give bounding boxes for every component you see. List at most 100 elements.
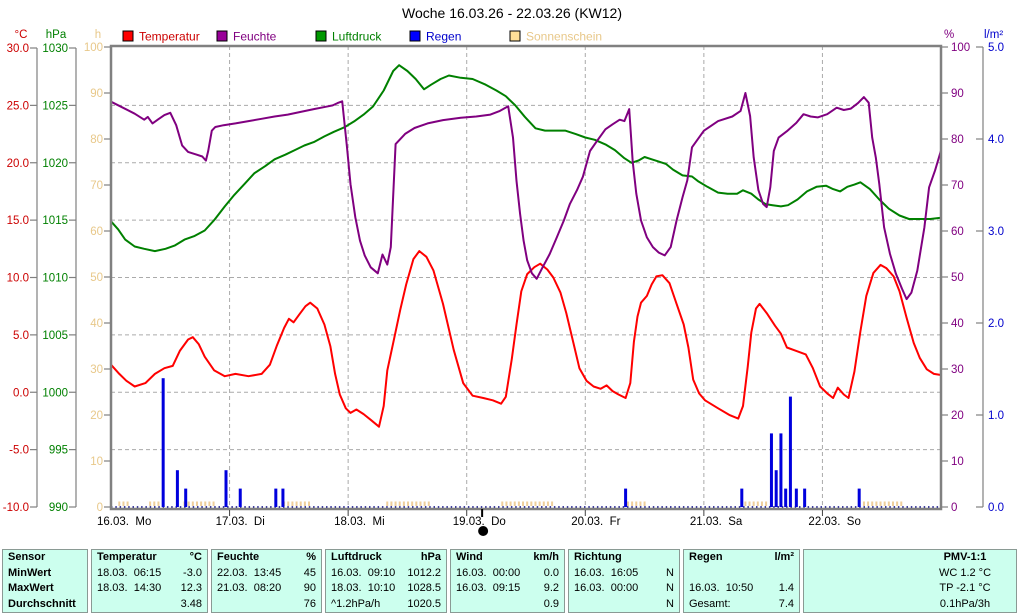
stats-cell-label: 18.03. 10:10 <box>331 582 396 594</box>
svg-text:22.03. So: 22.03. So <box>808 516 860 528</box>
stats-col-header: Wind km/h <box>456 550 559 566</box>
svg-text:20.03. Fr: 20.03. Fr <box>571 516 620 528</box>
stats-cell-value: 1020.5 <box>407 597 441 610</box>
svg-text:19.03. Do: 19.03. Do <box>453 516 506 528</box>
stats-cell-label: ^1.2hPa/h <box>331 597 381 610</box>
svg-text:100: 100 <box>84 42 103 54</box>
svg-text:Feuchte: Feuchte <box>233 30 277 44</box>
stats-cell-label: Durchschnitt <box>8 597 76 610</box>
stats-row: 18.03. 14:30 12.3 <box>97 581 202 597</box>
stats-col-feuchte: Feuchte% 22.03. 13:45 45 21.03. 08:20 90 76 <box>211 549 322 613</box>
stats-table: Sensor MinWert MaxWert Durchschnitt Temperat… <box>2 549 1022 613</box>
svg-text:18.03. Mi: 18.03. Mi <box>334 516 385 528</box>
svg-text:1030: 1030 <box>42 43 68 55</box>
svg-text:30.0: 30.0 <box>7 43 29 55</box>
stats-col-luftdruck: Luftdruck hPa 16.03. 09:10 1012.2 18.03. 10:… <box>325 549 447 613</box>
stats-row: 76 <box>217 597 316 613</box>
stats-cell-value: 7.4 <box>778 597 794 610</box>
stats-row: WC 1.2 °C <box>809 566 1011 582</box>
stats-col-wind: Wind km/h 16.03. 00:00 0.0 16.03. 09:15 9.2 0.… <box>450 549 565 613</box>
stats-cell-label: Gesamt: <box>689 597 731 610</box>
stats-row: Gesamt: 7.4 <box>689 597 794 613</box>
svg-text:20: 20 <box>951 410 964 422</box>
svg-text:Regen: Regen <box>426 30 461 44</box>
legend: Temperatur Feuchte Luftdruck Regen Sonnensch… <box>122 30 602 44</box>
svg-text:990: 990 <box>49 502 68 514</box>
stats-cell-label: TP -2.1 °C <box>939 582 991 594</box>
new-moon-icon <box>478 509 489 536</box>
svg-text:h: h <box>95 29 101 41</box>
temperatur-series <box>110 250 942 428</box>
stats-row: 21.03. 08:20 90 <box>217 581 316 597</box>
stats-col-richtung: Richtung 16.03. 16:05 N 16.03. 00:00 N N <box>568 549 680 613</box>
svg-text:40: 40 <box>951 318 964 330</box>
page-title: Woche 16.03.26 - 22.03.26 (KW12) <box>402 5 622 21</box>
svg-text:-10.0: -10.0 <box>3 502 29 514</box>
stats-col-unit: l/m² <box>774 551 794 563</box>
svg-text:90: 90 <box>90 88 103 100</box>
svg-text:995: 995 <box>49 445 68 457</box>
stats-cell-value: 9.2 <box>543 582 559 594</box>
svg-text:10: 10 <box>90 456 103 468</box>
stats-col-header: Regen l/m² <box>689 550 794 566</box>
svg-text:100: 100 <box>951 42 970 54</box>
stats-col-unit: km/h <box>533 551 559 563</box>
svg-text:5.0: 5.0 <box>13 330 29 342</box>
svg-text:70: 70 <box>90 180 103 192</box>
stats-row: 18.03. 06:15 -3.0 <box>97 566 202 582</box>
stats-cell-label: 21.03. 08:20 <box>217 582 282 594</box>
stats-row: 16.03. 00:00 N <box>574 581 674 597</box>
stats-cell-value: 0.9 <box>543 597 559 610</box>
sonnenschein-marks <box>118 501 903 506</box>
stats-row: 18.03. 10:10 1028.5 <box>331 581 441 597</box>
stats-cell-label: 18.03. 14:30 <box>97 582 162 594</box>
stats-col-title: Wind <box>456 551 483 563</box>
stats-cell-label: 16.03. 09:15 <box>456 582 521 594</box>
stats-row: 16.03. 16:05 N <box>574 566 674 582</box>
stats-row: TP -2.1 °C <box>809 581 1011 597</box>
svg-text:21.03. Sa: 21.03. Sa <box>690 516 743 528</box>
svg-text:40: 40 <box>90 318 103 330</box>
stats-col-header: PMV-1:1 <box>809 550 1011 566</box>
svg-text:25.0: 25.0 <box>7 100 29 112</box>
stats-col-pmv-1-1: PMV-1:1 WC 1.2 °C TP -2.1 °C 0.1hPa/3h <box>803 549 1017 613</box>
stats-col-header: Luftdruck hPa <box>331 550 441 566</box>
stats-row <box>689 566 794 582</box>
stats-cell-label: 18.03. 06:15 <box>97 566 162 579</box>
stats-cell-value: 76 <box>303 597 316 610</box>
svg-text:20.0: 20.0 <box>7 158 29 170</box>
stats-col-temperatur: Temperatur °C 18.03. 06:15 -3.0 18.03. 14:30… <box>91 549 208 613</box>
stats-col-unit: °C <box>189 551 202 563</box>
stats-cell-label: 22.03. 13:45 <box>217 566 282 579</box>
stats-row: 16.03. 09:10 1012.2 <box>331 566 441 582</box>
svg-text:Sonnenschein: Sonnenschein <box>526 30 602 44</box>
svg-text:1010: 1010 <box>42 273 68 285</box>
svg-text:80: 80 <box>951 134 964 146</box>
svg-text:70: 70 <box>951 180 964 192</box>
stats-col-header: Feuchte% <box>217 550 316 566</box>
stats-col-title: Feuchte <box>217 551 260 563</box>
svg-text:60: 60 <box>90 226 103 238</box>
stats-row: 16.03. 09:15 9.2 <box>456 581 559 597</box>
svg-text:90: 90 <box>951 88 964 100</box>
svg-text:1.0: 1.0 <box>988 410 1004 422</box>
stats-cell-label: MaxWert <box>8 582 54 594</box>
rain-axis: 5.0 4.0 3.0 2.0 1.0 0.0 l/m² <box>976 29 1004 514</box>
svg-text:1025: 1025 <box>42 100 68 112</box>
svg-text:1020: 1020 <box>42 158 68 170</box>
x-axis-labels: 16.03. Mo 17.03. Di 18.03. Mi 19.03. Do 20.0… <box>97 510 861 528</box>
svg-text:hPa: hPa <box>46 29 67 41</box>
svg-text:°C: °C <box>15 29 28 41</box>
svg-text:0.0: 0.0 <box>988 502 1004 514</box>
svg-text:Luftdruck: Luftdruck <box>332 30 382 44</box>
stats-col-header: Sensor <box>8 550 82 566</box>
stats-col-header: Temperatur °C <box>97 550 202 566</box>
stats-cell-value: 1.4 <box>778 582 794 594</box>
stats-col-regen: Regen l/m² 16.03. 10:50 1.4 Gesamt: 7.4 <box>683 549 800 613</box>
svg-text:50: 50 <box>951 272 964 284</box>
stats-cell-label: 16.03. 00:00 <box>574 582 639 594</box>
stats-col-title: Luftdruck <box>331 551 382 563</box>
svg-text:3.0: 3.0 <box>988 226 1004 238</box>
svg-text:15.0: 15.0 <box>7 215 29 227</box>
